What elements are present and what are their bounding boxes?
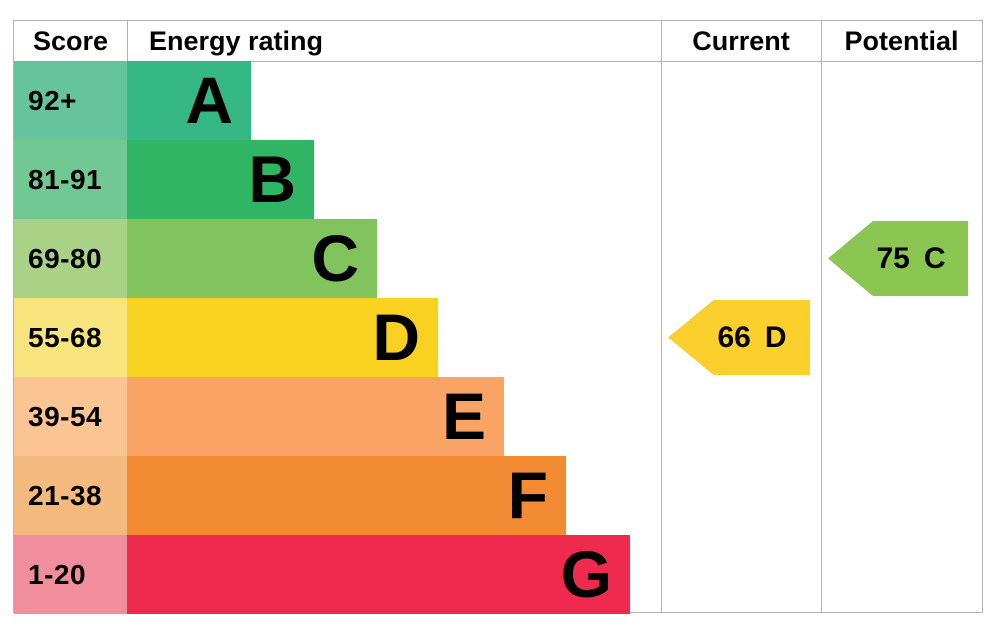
header-divider-score	[127, 21, 128, 61]
potential-rating-label: 75 C	[850, 242, 945, 276]
band-letter: C	[311, 221, 359, 295]
score-label: 69-80	[28, 242, 103, 274]
score-cell: 55-68	[14, 298, 127, 377]
band-row: 1-20 G	[14, 535, 982, 614]
score-cell: 21-38	[14, 456, 127, 535]
current-rating-value: 66	[717, 320, 751, 354]
rating-bar: F	[127, 456, 566, 535]
header-potential: Potential	[844, 25, 959, 56]
score-label: 55-68	[28, 321, 103, 353]
score-label: 92+	[28, 84, 77, 116]
potential-rating-value: 75	[876, 241, 910, 275]
column-divider-current	[661, 21, 662, 612]
header-energy-rating: Energy rating	[149, 25, 324, 56]
score-cell: 92+	[14, 61, 127, 140]
band-row: 81-91 B	[14, 140, 982, 219]
header-bottom-line	[14, 61, 982, 62]
band-letter: F	[507, 458, 548, 532]
band-row: 55-68 D	[14, 298, 982, 377]
current-rating-band: D	[764, 320, 787, 354]
score-cell: 1-20	[14, 535, 127, 614]
column-divider-potential	[821, 21, 822, 612]
score-cell: 69-80	[14, 219, 127, 298]
rating-bar: B	[127, 140, 314, 219]
rating-bar: A	[127, 61, 251, 140]
score-cell: 81-91	[14, 140, 127, 219]
rating-bar: E	[127, 377, 504, 456]
band-letter: B	[248, 142, 296, 216]
score-label: 81-91	[28, 163, 103, 195]
band-letter: E	[441, 379, 486, 453]
score-cell: 39-54	[14, 377, 127, 456]
band-letter: D	[372, 300, 420, 374]
rating-bar: D	[127, 298, 438, 377]
header-score: Score	[32, 25, 109, 56]
current-rating-label: 66 D	[691, 321, 786, 355]
rating-table-frame: Score Energy rating Current Potential 92…	[13, 20, 983, 614]
rating-bar: G	[127, 535, 630, 614]
header-current: Current	[692, 25, 790, 56]
score-label: 21-38	[28, 479, 103, 511]
score-label: 39-54	[28, 400, 103, 432]
score-label: 1-20	[28, 558, 87, 590]
band-row: 92+ A	[14, 61, 982, 140]
band-letter: G	[560, 537, 612, 611]
band-row: 21-38 F	[14, 456, 982, 535]
band-row: 39-54 E	[14, 377, 982, 456]
band-letter: A	[185, 63, 233, 137]
rating-bar: C	[127, 219, 377, 298]
band-row: 69-80 C	[14, 219, 982, 298]
potential-rating-band: C	[923, 241, 946, 275]
